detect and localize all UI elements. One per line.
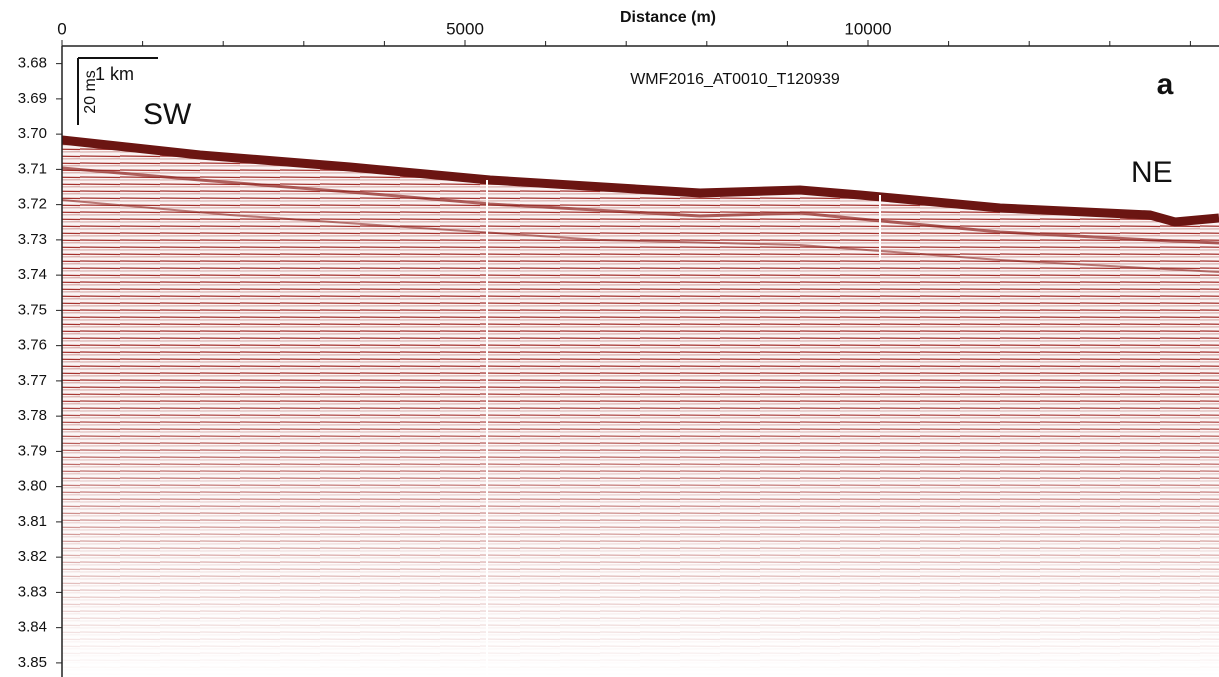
y-tick-label: 3.71	[18, 160, 47, 177]
y-tick-label: 3.81	[18, 513, 47, 530]
y-tick-label: 3.82	[18, 548, 47, 565]
y-tick-label: 3.72	[18, 196, 47, 213]
y-tick-label: 3.70	[18, 125, 47, 142]
y-tick-label: 3.74	[18, 266, 47, 283]
x-axis-title: Distance (m)	[620, 9, 716, 26]
scale-bar-vertical-label: 20 ms	[82, 70, 99, 114]
y-tick-label: 3.84	[18, 619, 47, 636]
profile-name: WMF2016_AT0010_T120939	[630, 71, 840, 88]
y-tick-label: 3.80	[18, 478, 47, 495]
y-tick-label: 3.79	[18, 442, 47, 459]
y-tick-label: 3.69	[18, 90, 47, 107]
y-tick-label: 3.73	[18, 231, 47, 248]
y-tick-label: 3.83	[18, 583, 47, 600]
panel-label: a	[1157, 68, 1174, 101]
x-tick-label: 10000	[844, 19, 891, 38]
y-tick-label: 3.76	[18, 337, 47, 354]
x-tick-label: 0	[57, 19, 66, 38]
scale-bar-horizontal-label: 1 km	[95, 64, 134, 84]
y-tick-label: 3.77	[18, 372, 47, 389]
seismic-section	[61, 135, 1219, 677]
scale-bar	[77, 57, 158, 125]
direction-right: NE	[1131, 156, 1173, 189]
y-tick-label: 3.78	[18, 407, 47, 424]
y-tick-label: 3.85	[18, 654, 47, 671]
x-tick-label: 5000	[446, 19, 484, 38]
y-tick-label: 3.68	[18, 55, 47, 72]
y-tick-label: 3.75	[18, 301, 47, 318]
direction-left: SW	[143, 98, 192, 131]
